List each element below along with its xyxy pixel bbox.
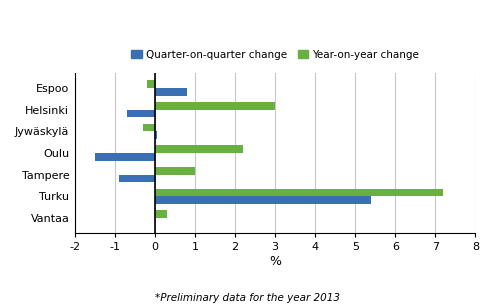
Bar	[155, 210, 167, 218]
Bar	[119, 175, 155, 182]
Bar	[155, 102, 275, 110]
Legend: Quarter-on-quarter change, Year-on-year change: Quarter-on-quarter change, Year-on-year …	[131, 50, 419, 60]
Bar	[155, 146, 243, 153]
Bar	[155, 196, 371, 204]
Bar	[155, 131, 157, 139]
Bar	[155, 88, 187, 96]
Bar	[155, 189, 444, 196]
Text: *Preliminary data for the year 2013: *Preliminary data for the year 2013	[155, 293, 339, 303]
Bar	[127, 110, 155, 117]
X-axis label: %: %	[269, 255, 281, 268]
Bar	[95, 153, 155, 161]
Bar	[155, 167, 195, 175]
Bar	[143, 124, 155, 131]
Bar	[147, 81, 155, 88]
